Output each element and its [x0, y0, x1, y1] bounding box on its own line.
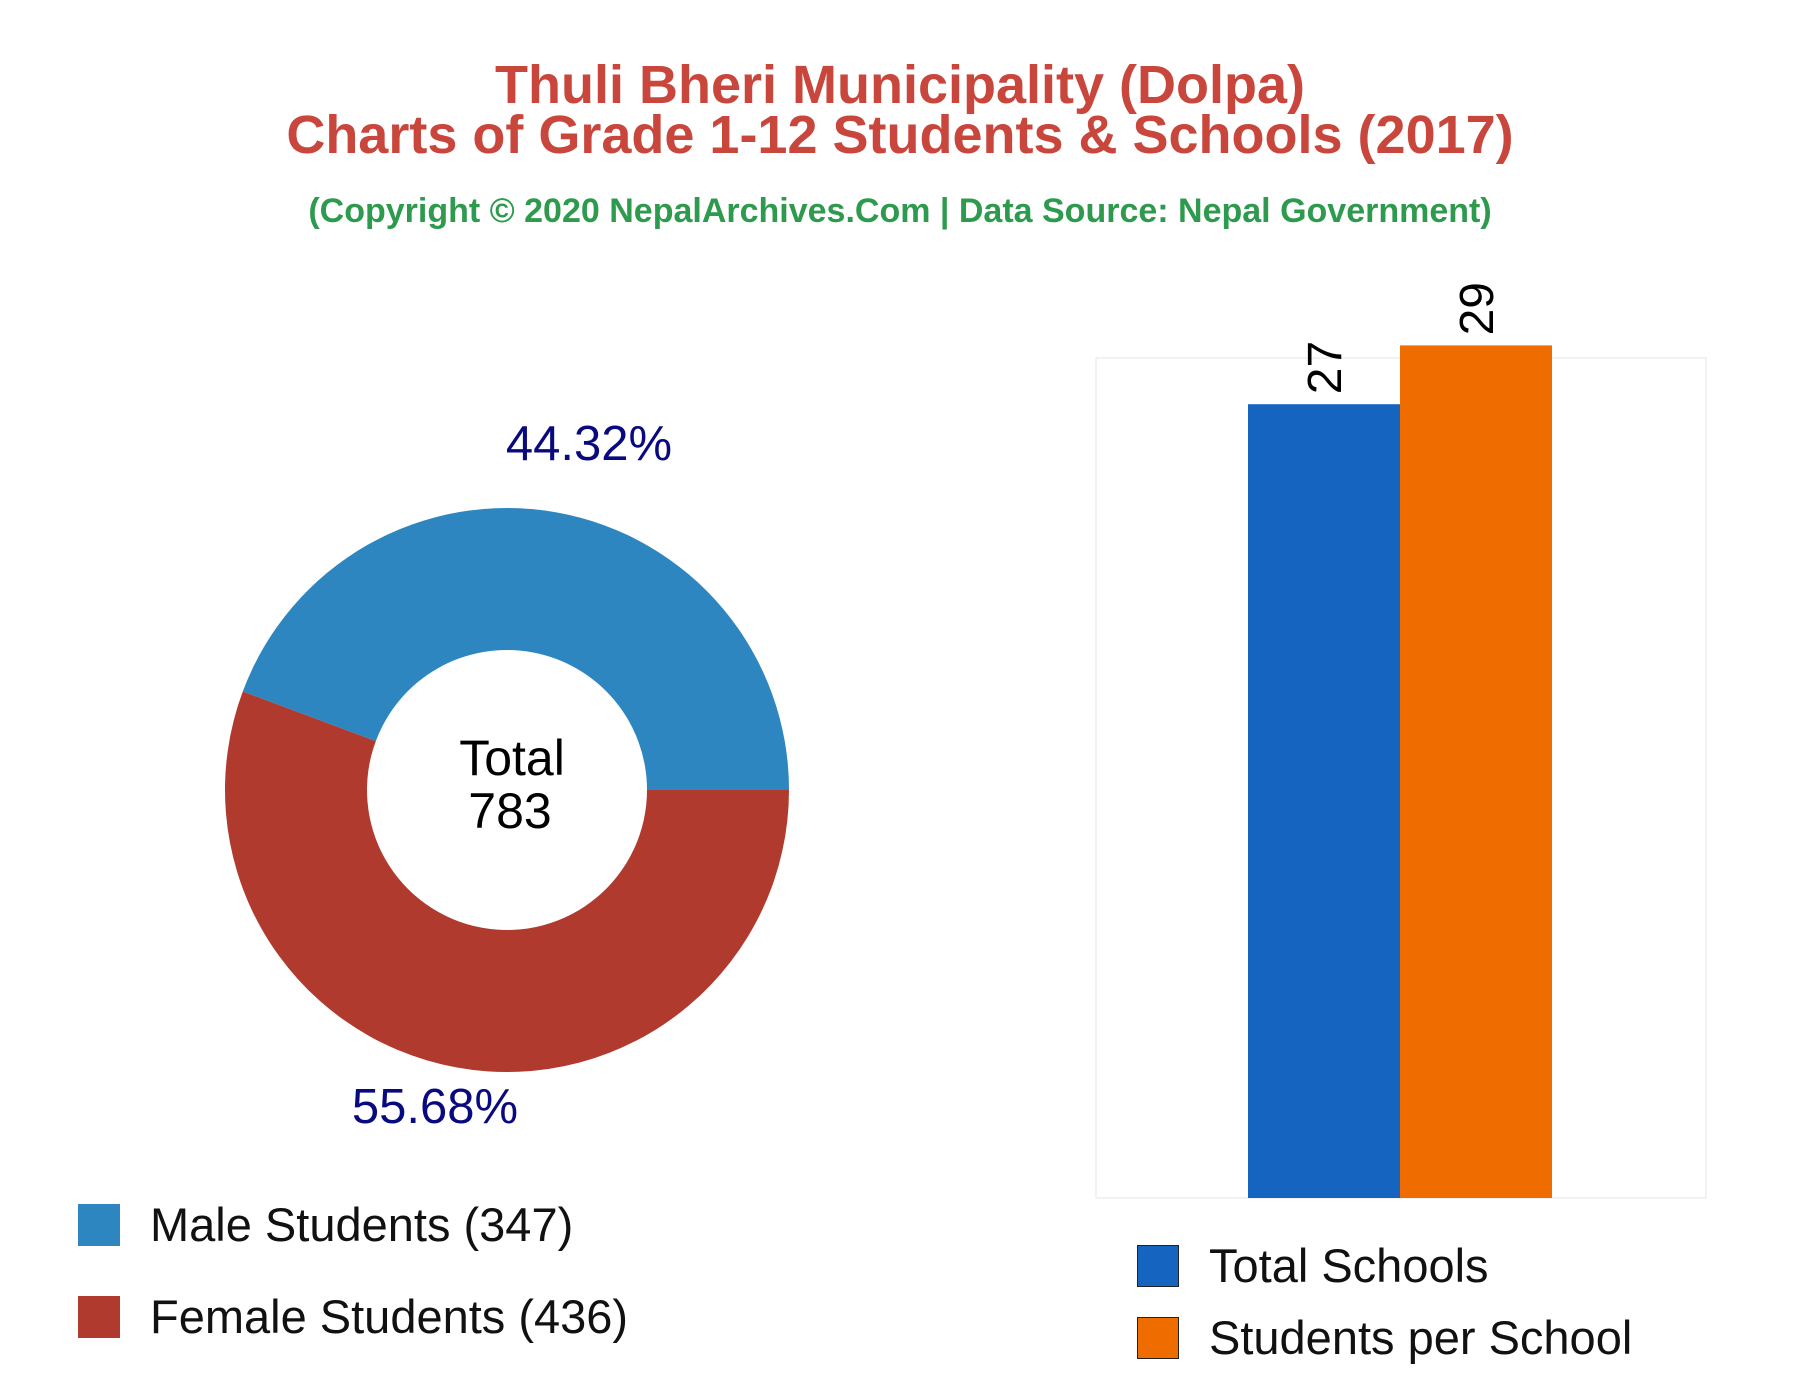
donut-percent-label-male: 44.32%: [506, 417, 672, 471]
bar-total-schools: [1248, 404, 1400, 1198]
bar-students-per-school: [1400, 345, 1552, 1198]
legend-swatch-total-schools: [1137, 1244, 1179, 1287]
legend-item-female: Female Students (436): [78, 1289, 628, 1344]
donut-slice-female: [224, 691, 789, 1072]
donut-percent-label-female: 55.68%: [352, 1080, 518, 1134]
chart-subtitle: (Copyright © 2020 NepalArchives.Com | Da…: [308, 192, 1492, 230]
donut-center-value: 783: [468, 783, 551, 839]
legend-item-male: Male Students (347): [78, 1197, 573, 1252]
legend-swatch-female: [78, 1295, 120, 1338]
legend-swatch-students-per-school: [1137, 1316, 1179, 1359]
legend-swatch-male: [78, 1203, 120, 1246]
chart-title-line2: Charts of Grade 1-12 Students & Schools …: [286, 105, 1514, 165]
bar-chart: 27 29: [1095, 282, 1707, 1199]
legend-label-students-per-school: Students per School: [1209, 1311, 1633, 1364]
donut-slice-male: [242, 508, 789, 790]
bar-value-label-students-per-school: 29: [1451, 282, 1504, 335]
donut-center-label: Total: [459, 730, 565, 786]
legend-label-male: Male Students (347): [150, 1198, 574, 1251]
bar-value-label-total-schools: 27: [1299, 341, 1352, 394]
legend-item-total-schools: Total Schools: [1137, 1238, 1489, 1293]
legend-label-female: Female Students (436): [150, 1290, 629, 1343]
legend-item-students-per-school: Students per School: [1137, 1310, 1632, 1365]
chart-title-line1: Thuli Bheri Municipality (Dolpa): [495, 55, 1305, 115]
legend-label-total-schools: Total Schools: [1209, 1239, 1489, 1292]
